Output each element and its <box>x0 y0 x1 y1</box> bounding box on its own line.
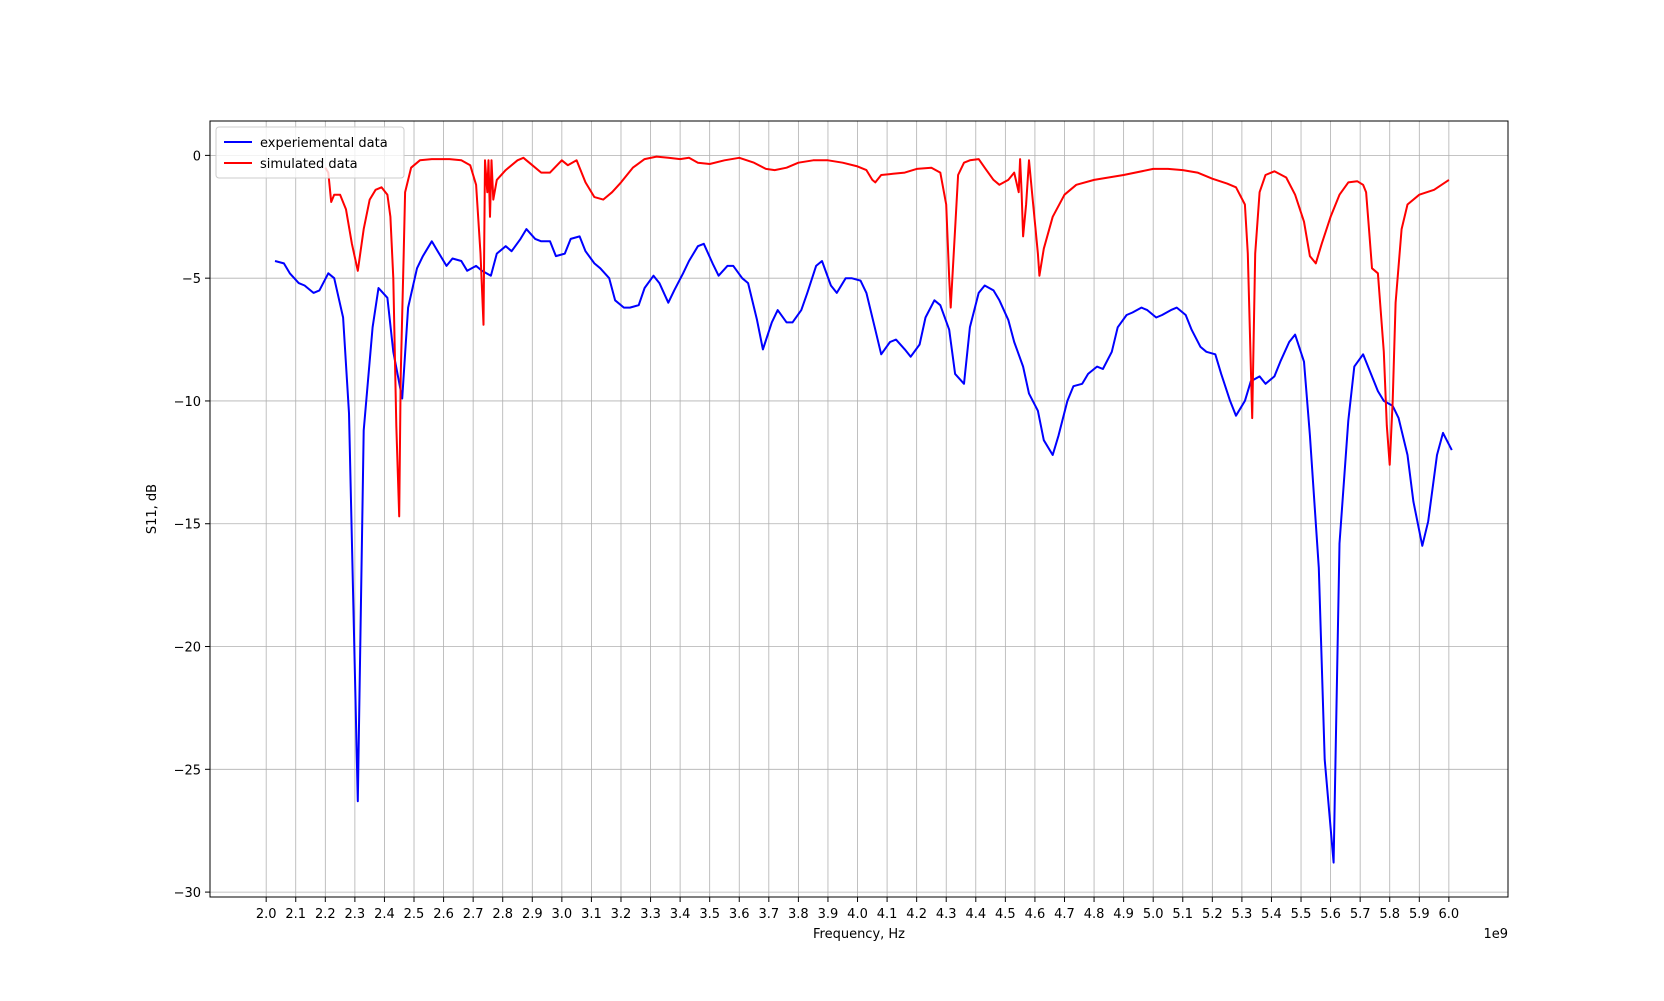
x-tick-label: 4.7 <box>1054 907 1075 922</box>
x-tick-label: 5.0 <box>1143 907 1164 922</box>
legend-box <box>215 126 405 179</box>
legend: experiemental data simulated data <box>215 126 405 179</box>
x-tick-label: 2.4 <box>374 907 395 922</box>
y-axis-ticks: 0 −5 −10 −15 −20 −25 −30 <box>174 149 210 901</box>
legend-label-2: simulated data <box>260 157 358 172</box>
x-tick-label: 3.9 <box>818 907 839 922</box>
y-tick-label: −30 <box>174 886 201 901</box>
x-tick-label: 4.4 <box>965 907 986 922</box>
plot-area <box>274 155 1453 864</box>
x-tick-label: 4.1 <box>877 907 898 922</box>
x-tick-label: 5.4 <box>1261 907 1282 922</box>
x-axis-label: Frequency, Hz <box>813 927 905 942</box>
x-tick-label: 2.0 <box>256 907 277 922</box>
x-tick-label: 5.6 <box>1320 907 1341 922</box>
x-axis-ticks: 2.0 2.1 2.2 2.3 2.4 2.5 2.6 2.7 2.8 2.9 3.0 3.1 3.2 3… <box>256 897 1459 922</box>
x-tick-label: 4.3 <box>936 907 957 922</box>
y-tick-label: −20 <box>174 641 201 656</box>
x-tick-label: 3.0 <box>552 907 573 922</box>
x-tick-label: 5.8 <box>1379 907 1400 922</box>
x-tick-label: 3.8 <box>788 907 809 922</box>
x-tick-label: 4.5 <box>995 907 1016 922</box>
x-tick-label: 4.0 <box>847 907 868 922</box>
x-tick-label: 3.4 <box>670 907 691 922</box>
x-tick-label: 2.6 <box>433 907 454 922</box>
x-tick-label: 4.2 <box>906 907 927 922</box>
x-tick-label: 3.5 <box>699 907 720 922</box>
y-tick-label: −10 <box>174 395 201 410</box>
y-tick-label: −25 <box>174 763 201 778</box>
x-tick-label: 3.3 <box>640 907 661 922</box>
series-line-1 <box>274 228 1453 864</box>
x-tick-label: 2.2 <box>315 907 336 922</box>
series-line-2 <box>324 155 1450 518</box>
x-tick-label: 4.6 <box>1025 907 1046 922</box>
y-tick-label: −15 <box>174 518 201 533</box>
x-tick-label: 2.3 <box>345 907 366 922</box>
x-tick-label: 4.9 <box>1113 907 1134 922</box>
x-tick-label: 5.9 <box>1409 907 1430 922</box>
x-tick-label: 5.1 <box>1172 907 1193 922</box>
x-tick-label: 2.5 <box>404 907 425 922</box>
x-tick-label: 3.7 <box>758 907 779 922</box>
x-tick-label: 5.3 <box>1232 907 1253 922</box>
x-tick-label: 5.5 <box>1291 907 1312 922</box>
legend-label-1: experiemental data <box>260 136 388 151</box>
y-tick-label: −5 <box>182 272 201 287</box>
x-axis-offset-label: 1e9 <box>1483 927 1508 942</box>
x-tick-label: 4.8 <box>1084 907 1105 922</box>
x-tick-label: 5.7 <box>1350 907 1371 922</box>
x-tick-label: 3.6 <box>729 907 750 922</box>
x-tick-label: 3.1 <box>581 907 602 922</box>
x-tick-label: 2.1 <box>285 907 306 922</box>
axes-frame <box>209 120 1509 898</box>
x-tick-label: 2.7 <box>463 907 484 922</box>
grid-lines <box>210 121 1508 897</box>
y-axis-label: S11, dB <box>145 484 160 534</box>
y-tick-label: 0 <box>193 149 201 164</box>
x-tick-label: 2.9 <box>522 907 543 922</box>
x-tick-label: 2.8 <box>492 907 513 922</box>
x-tick-label: 3.2 <box>611 907 632 922</box>
x-tick-label: 5.2 <box>1202 907 1223 922</box>
x-tick-label: 6.0 <box>1439 907 1460 922</box>
